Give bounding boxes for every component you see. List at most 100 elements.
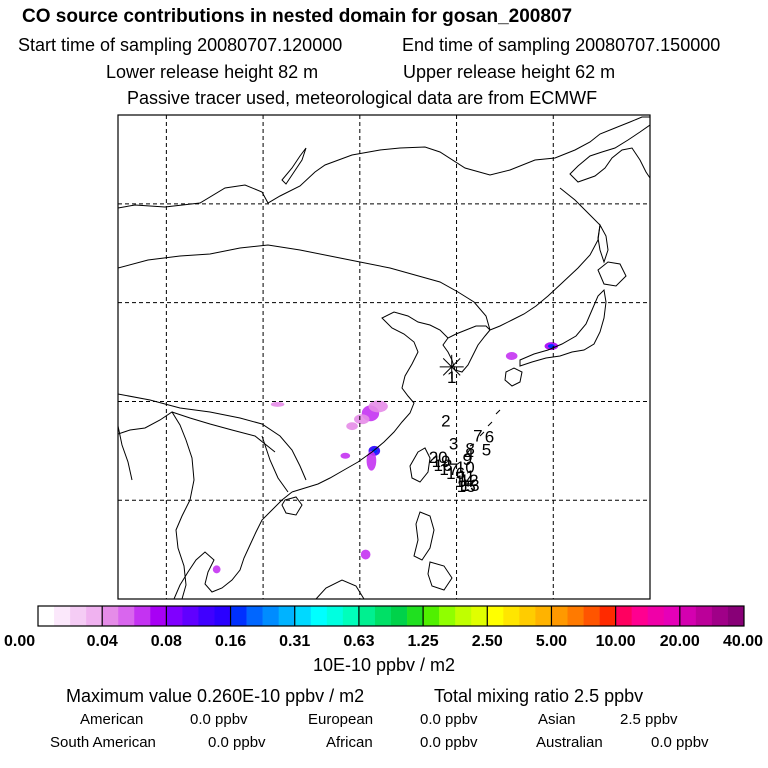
colorbar-swatch <box>278 606 296 626</box>
upper-release-label: Upper release height 62 m <box>403 62 616 82</box>
plume-layer <box>212 342 559 574</box>
colorbar-swatch <box>326 606 344 626</box>
colorbar-tick-label: 40.00 <box>723 633 763 650</box>
coastline-far-east <box>569 124 650 183</box>
colorbar-swatch <box>246 606 263 626</box>
colorbar-tick-label: 1.25 <box>408 633 439 650</box>
coastline-honshu <box>519 288 607 367</box>
point-label: 15 <box>457 477 476 496</box>
colorbar-swatch <box>358 606 376 626</box>
colorbar-swatch <box>182 606 199 626</box>
plume-blob <box>368 400 388 413</box>
colorbar-swatch <box>519 606 536 626</box>
point-label: 20 <box>429 448 448 467</box>
colorbar-swatch <box>262 606 279 626</box>
coastline-luzon <box>413 511 435 561</box>
plume-blob <box>340 452 351 459</box>
colorbar-tick-label: 0.08 <box>151 633 182 650</box>
point-label: 3 <box>449 434 458 453</box>
colorbar-swatch <box>342 606 360 626</box>
receptor-layer <box>439 354 464 379</box>
colorbar-swatch <box>134 606 151 626</box>
colorbar-swatch <box>615 606 632 626</box>
colorbar-tick-label: 20.00 <box>660 633 700 650</box>
colorbar-swatch <box>551 606 568 626</box>
point-label: 14 <box>455 472 474 491</box>
border-mongolia <box>118 244 491 331</box>
point-label: 4 <box>464 444 473 463</box>
region-european-name: European <box>308 711 374 728</box>
point-label: 8 <box>465 439 474 458</box>
plume-blob <box>366 450 377 471</box>
colorbar-swatch <box>391 606 408 626</box>
colorbar-swatch <box>374 606 392 626</box>
coastline-taiwan <box>409 447 431 483</box>
point-label: 16 <box>446 464 465 483</box>
point-label: 17 <box>439 460 458 479</box>
colorbar-tick-label: 0.16 <box>215 633 246 650</box>
total-mixing-ratio-label: Total mixing ratio 2.5 ppbv <box>434 686 644 706</box>
plume-blob <box>212 565 221 574</box>
region-african-name: African <box>326 734 373 751</box>
region-american-value: 0.0 ppbv <box>190 711 248 728</box>
border-himalaya <box>118 393 307 481</box>
point-label: 12 <box>460 471 479 490</box>
colorbar-swatch <box>198 606 215 626</box>
coastline-kyushu <box>504 367 523 387</box>
coastline-visayas <box>427 561 453 591</box>
coastline-china <box>291 311 449 493</box>
point-label: 2 <box>441 412 450 431</box>
point-label: 5 <box>482 440 491 459</box>
colorbar-swatch <box>214 606 231 626</box>
colorbar-swatch <box>294 606 312 626</box>
coastline-hainan <box>281 496 303 516</box>
map-frame <box>117 114 651 600</box>
border-vietnam <box>261 435 289 493</box>
colorbar-swatch <box>471 606 488 626</box>
colorbar-swatch <box>487 606 504 626</box>
region-african-value: 0.0 ppbv <box>420 734 478 751</box>
coastline-korea <box>442 325 491 373</box>
coastline-sakhalin <box>597 223 609 264</box>
colorbar-ticks: 0.00 0.04 0.08 0.16 0.31 0.63 1.25 2.50 5.00 10.0… <box>4 633 763 650</box>
region-australian-name: Australian <box>536 734 603 751</box>
colorbar-swatch <box>647 606 665 626</box>
map-background <box>118 115 650 599</box>
coastline-bengal <box>118 411 195 599</box>
coastline-north <box>118 116 650 209</box>
coastlines <box>118 116 650 599</box>
point-label: 9 <box>462 450 471 469</box>
start-time-label: Start time of sampling 20080707.120000 <box>18 35 343 55</box>
gridlines <box>118 115 650 599</box>
colorbar-frame <box>37 605 745 627</box>
region-south-american-name: South American <box>50 734 156 751</box>
lower-release-label: Lower release height 82 m <box>106 62 319 82</box>
maximum-value-label: Maximum value 0.260E-10 ppbv / m2 <box>66 686 365 706</box>
point-label: 11 <box>457 467 475 486</box>
receptor-star-icon <box>439 354 464 379</box>
colorbar-swatch <box>631 606 649 626</box>
colorbar-swatch <box>38 606 55 626</box>
plume-blob <box>270 401 285 407</box>
colorbar-swatch <box>54 606 71 626</box>
point-label: 18 <box>434 456 453 475</box>
region-european-value: 0.0 ppbv <box>420 711 478 728</box>
plume-blob <box>354 414 370 425</box>
coastline-borneo <box>315 579 365 599</box>
colorbar-swatch <box>711 606 729 626</box>
colorbar-tick-label: 5.00 <box>536 633 567 650</box>
point-label: 1 <box>447 368 456 387</box>
colorbar <box>37 605 745 627</box>
colorbar-swatch <box>439 606 456 626</box>
region-asian-value: 2.5 ppbv <box>620 711 678 728</box>
region-south-american-value: 0.0 ppbv <box>208 734 266 751</box>
colorbar-swatch <box>583 606 600 626</box>
colorbar-swatch <box>407 606 424 626</box>
point-label: 10 <box>456 458 475 477</box>
plume-blob <box>346 422 358 431</box>
colorbar-swatch <box>503 606 520 626</box>
colorbar-swatch <box>230 606 247 626</box>
coastline-okhotsk <box>489 187 601 331</box>
region-american-name: American <box>80 711 144 728</box>
